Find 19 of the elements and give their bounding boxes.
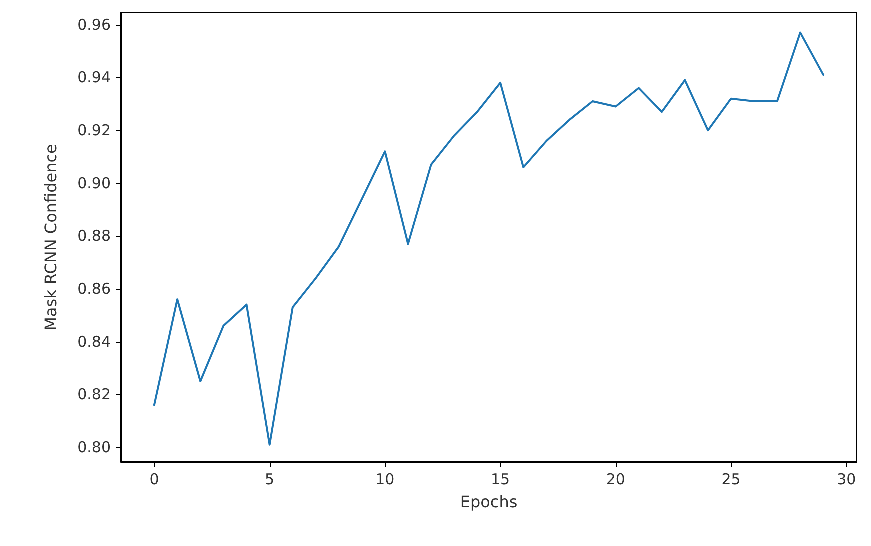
- y-tick-label: 0.82: [78, 386, 111, 404]
- x-tick-label: 10: [376, 470, 395, 488]
- y-tick-label: 0.90: [78, 174, 111, 192]
- x-tick-label: 0: [150, 470, 160, 488]
- x-tick-label: 20: [606, 470, 626, 488]
- x-axis-title: Epochs: [460, 492, 518, 512]
- x-tick-label: 30: [837, 470, 856, 488]
- y-tick-label: 0.96: [78, 16, 111, 34]
- y-tick-label: 0.80: [78, 438, 111, 456]
- y-tick-label: 0.92: [78, 122, 111, 140]
- y-tick-label: 0.94: [78, 68, 111, 87]
- line-series: [153, 32, 825, 446]
- y-tick-label: 0.86: [78, 280, 111, 298]
- y-tick-label: 0.88: [78, 227, 111, 246]
- x-tick-label: 15: [490, 470, 510, 488]
- y-tick-label: 0.84: [78, 332, 111, 351]
- y-axis-title: Mask RCNN Confidence: [42, 144, 60, 331]
- x-tick-label: 5: [265, 470, 275, 488]
- x-tick-label: 25: [722, 470, 741, 488]
